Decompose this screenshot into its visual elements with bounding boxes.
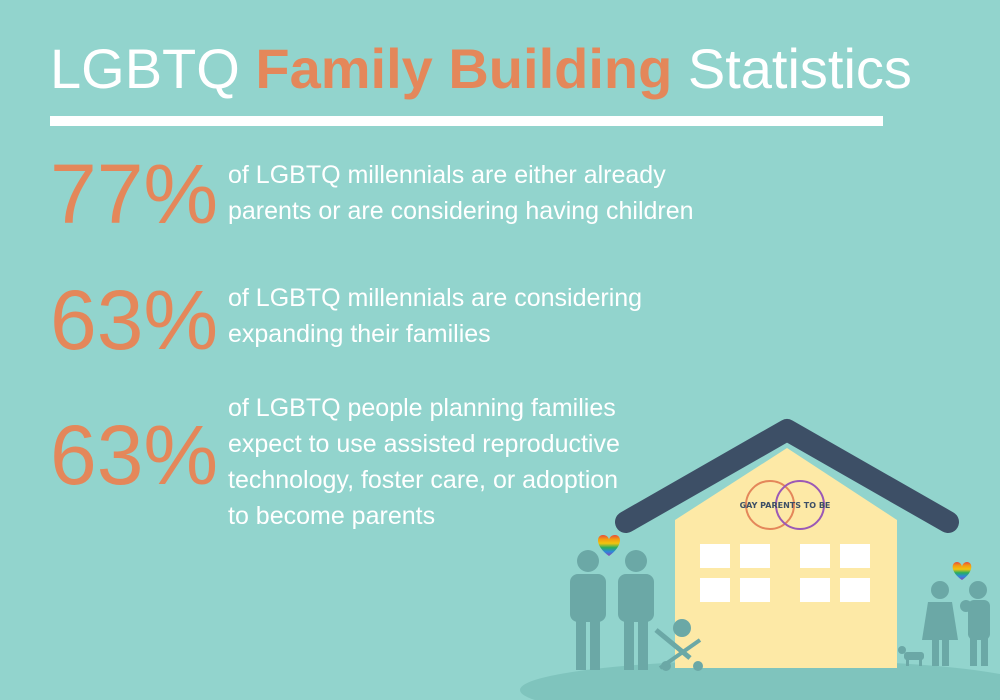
family-figures [922, 581, 990, 666]
page-title: LGBTQ Family Building Statistics [50, 34, 912, 104]
stroller-icon [654, 619, 703, 671]
title-accent: Family Building [255, 37, 673, 100]
house-windows [700, 544, 870, 602]
rainbow-heart-icon [598, 535, 620, 556]
gay-parents-to-be-logo: GAY PARENTS TO BE [740, 480, 831, 530]
stat-3-percent: 63% [50, 408, 219, 502]
house-body [675, 448, 897, 668]
stat-1-percent: 77% [50, 147, 219, 241]
stat-2-text: of LGBTQ millennials are considering exp… [228, 284, 643, 348]
title-suffix: Statistics [687, 37, 912, 100]
rainbow-heart-icon [952, 562, 972, 580]
title-prefix: LGBTQ [50, 37, 240, 100]
stat-3-text: of LGBTQ people planning families expect… [228, 394, 620, 530]
house-roof [615, 419, 959, 533]
stat-2-percent: 63% [50, 273, 219, 367]
couple-figures [570, 550, 654, 670]
logo-text: GAY PARENTS TO BE [740, 501, 831, 510]
title-divider [50, 116, 883, 126]
dog-icon [898, 646, 924, 666]
ground-shadow [520, 660, 1000, 700]
stat-1-text: of LGBTQ millennials are either already … [228, 161, 694, 225]
